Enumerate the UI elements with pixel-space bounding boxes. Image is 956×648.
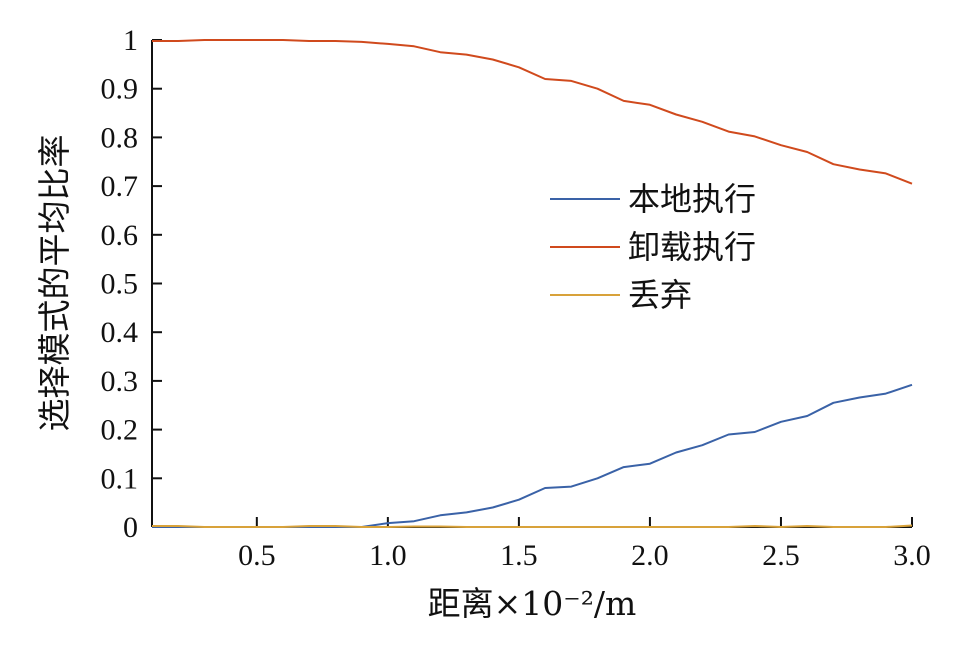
x-tick-label: 3.0	[893, 539, 931, 572]
y-tick-label: 0.6	[101, 219, 139, 252]
series-lines	[152, 39, 913, 528]
legend-label-3: 丢弃	[628, 276, 692, 314]
x-tick-label: 0.5	[238, 539, 276, 572]
x-tick-label: 2.0	[631, 539, 669, 572]
y-tick-label: 0.7	[101, 170, 139, 203]
y-tick-label: 0	[123, 511, 138, 544]
series-line-1	[152, 383, 913, 528]
legend-label-2: 卸载执行	[628, 228, 756, 266]
y-tick-label: 0.1	[101, 462, 139, 495]
legend-label-1: 本地执行	[628, 180, 756, 218]
x-tick-label: 1.0	[369, 539, 407, 572]
y-tick-label: 1	[123, 24, 138, 57]
y-tick-label: 0.3	[101, 365, 139, 398]
y-tick-label: 0.9	[101, 73, 139, 106]
y-tick-label: 0.8	[101, 121, 139, 154]
y-tick-label: 0.5	[101, 268, 139, 301]
series-line-3	[152, 524, 913, 528]
x-axis-title: 距离×10⁻²/m	[428, 584, 637, 623]
x-tick-label: 2.5	[762, 539, 800, 572]
series-line-2	[152, 39, 913, 185]
y-tick-label: 0.2	[101, 414, 139, 447]
y-tick-label: 0.4	[101, 316, 139, 349]
y-axis-ticks: 0 0.1 0.2 0.3 0.4 0.5 0.6 0.7 0.8 0.9 1	[101, 24, 162, 544]
x-tick-label: 1.5	[500, 539, 538, 572]
x-axis-ticks: 0.5 1.0 1.5 2.0 2.5 3.0	[238, 517, 931, 572]
y-axis-title: 选择模式的平均比率	[35, 135, 74, 432]
